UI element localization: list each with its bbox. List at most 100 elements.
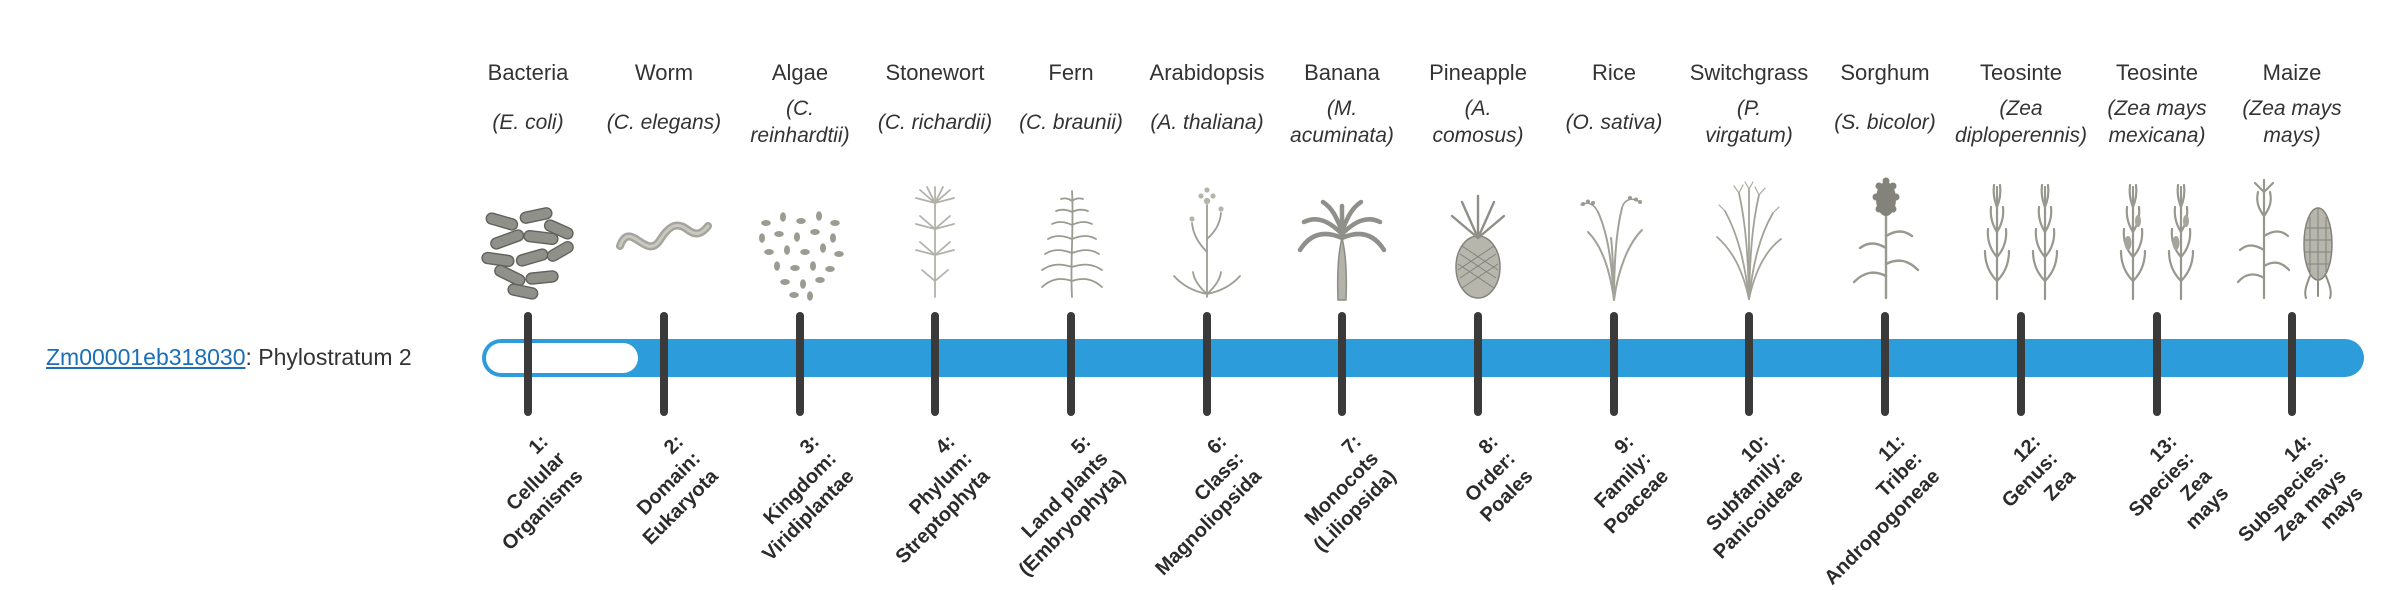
sci-line: (C. bbox=[786, 97, 814, 121]
organism-column-maize: Maize (Zea mays mays) bbox=[2217, 58, 2367, 302]
axis-label-7: 7: Monocots (Liliopsida) bbox=[1275, 430, 1402, 557]
axis-label-2: 2: Domain: Eukaryota bbox=[604, 430, 724, 550]
axis-label-14: 14: Subspecies: Zea mays mays bbox=[2217, 430, 2369, 582]
organism-scientific-name: (A. thaliana) bbox=[1132, 90, 1282, 156]
phylostratum-tick-8 bbox=[1474, 312, 1482, 416]
teosinte-icon bbox=[2082, 160, 2232, 302]
organism-common-name: Rice bbox=[1591, 60, 1636, 85]
organism-column-switchgrass: Switchgrass (P. virgatum) bbox=[1674, 58, 1824, 302]
organism-column-rice: Rice (O. sativa) bbox=[1539, 58, 1689, 302]
axis-label-9: 9: Family: Poaceae bbox=[1565, 430, 1674, 539]
phylostratum-tick-11 bbox=[1881, 312, 1889, 416]
maize-icon bbox=[2217, 160, 2367, 302]
sci-line: diploperennis) bbox=[1955, 124, 2087, 147]
phylostratum-tick-12 bbox=[2017, 312, 2025, 416]
gene-label: Zm00001eb318030: Phylostratum 2 bbox=[46, 344, 412, 371]
sci-line: (A. thaliana) bbox=[1150, 110, 1264, 134]
organism-column-fern: Fern (C. braunii) bbox=[996, 58, 1146, 302]
organism-scientific-name: (Zea diploperennis) bbox=[1946, 90, 2096, 156]
phylostratum-tick-13 bbox=[2153, 312, 2161, 416]
sci-line: (S. bicolor) bbox=[1834, 110, 1936, 134]
organism-scientific-name: (C. richardii) bbox=[860, 90, 1010, 156]
phylostratum-tick-1 bbox=[524, 312, 532, 416]
sci-line: (O. sativa) bbox=[1565, 110, 1663, 134]
organism-column-teosinte-mexicana: Teosinte (Zea mays mexicana) bbox=[2082, 58, 2232, 302]
sci-line: (C. elegans) bbox=[606, 110, 722, 134]
organism-common-name: Teosinte bbox=[1980, 60, 2062, 85]
organism-scientific-name: (M. acuminata) bbox=[1267, 90, 1417, 156]
sci-line: (Zea mays bbox=[2107, 97, 2207, 121]
organism-common-name: Arabidopsis bbox=[1149, 60, 1265, 85]
sci-line: virgatum) bbox=[1705, 124, 1793, 147]
organism-scientific-name: (C. elegans) bbox=[589, 90, 739, 156]
gene-id-link[interactable]: Zm00001eb318030 bbox=[46, 344, 246, 370]
sci-line: acuminata) bbox=[1290, 124, 1394, 147]
sci-line: (A. bbox=[1464, 97, 1492, 121]
banana-plant-icon bbox=[1267, 160, 1417, 302]
phylostratum-tick-3 bbox=[796, 312, 804, 416]
sci-line: (M. bbox=[1326, 97, 1358, 121]
phylostratum-tick-10 bbox=[1745, 312, 1753, 416]
axis-label-8: 8: Order: Poales bbox=[1440, 430, 1537, 527]
organism-common-name: Worm bbox=[634, 60, 694, 85]
organism-column-algae: Algae (C. reinhardtii) bbox=[725, 58, 875, 302]
sci-line: mays) bbox=[2263, 124, 2321, 147]
sci-line: mexicana) bbox=[2108, 124, 2206, 147]
pineapple-icon bbox=[1403, 160, 1553, 302]
phylostratum-bar bbox=[482, 339, 2364, 377]
phylostratum-tick-5 bbox=[1067, 312, 1075, 416]
organism-scientific-name: (C. reinhardtii) bbox=[725, 90, 875, 156]
axis-label-6: 6: Class: Magnoliopsida bbox=[1116, 430, 1267, 581]
axis-label-4: 4: Phylum: Streptophyta bbox=[856, 430, 995, 569]
sci-line: (C. richardii) bbox=[877, 110, 993, 134]
organism-common-name: Algae bbox=[771, 60, 829, 85]
organism-common-name: Sorghum bbox=[1840, 60, 1930, 85]
organism-scientific-name: (S. bicolor) bbox=[1810, 90, 1960, 156]
organism-scientific-name: (Zea mays mexicana) bbox=[2082, 90, 2232, 156]
sci-line: (E. coli) bbox=[492, 110, 564, 134]
sci-line: comosus) bbox=[1432, 124, 1524, 147]
organism-scientific-name: (P. virgatum) bbox=[1674, 90, 1824, 156]
organism-common-name: Banana bbox=[1304, 60, 1380, 85]
organism-scientific-name: (C. braunii) bbox=[996, 90, 1146, 156]
organism-column-sorghum: Sorghum (S. bicolor) bbox=[1810, 58, 1960, 302]
organism-column-pineapple: Pineapple (A. comosus) bbox=[1403, 58, 1553, 302]
algae-icon bbox=[725, 160, 875, 302]
organism-column-worm: Worm (C. elegans) bbox=[589, 58, 739, 302]
axis-label-10: 10: Subfamily: Panicoideae bbox=[1674, 430, 1808, 564]
sorghum-icon bbox=[1810, 160, 1960, 302]
organism-common-name: Bacteria bbox=[487, 60, 569, 85]
organism-scientific-name: (A. comosus) bbox=[1403, 90, 1553, 156]
phylostratum-bar-unfilled-segment bbox=[486, 343, 638, 373]
axis-label-13: 13: Species: Zea mays bbox=[2107, 430, 2234, 557]
axis-label-11: 11: Tribe: Andropogoneae bbox=[1785, 430, 1945, 590]
organism-common-name: Fern bbox=[1048, 60, 1094, 85]
organism-scientific-name: (Zea mays mays) bbox=[2217, 90, 2367, 156]
stonewort-icon bbox=[860, 160, 1010, 302]
sci-line: (Zea mays bbox=[2242, 97, 2342, 121]
organism-common-name: Stonewort bbox=[885, 60, 985, 85]
phylostratum-tick-14 bbox=[2288, 312, 2296, 416]
organism-common-name: Pineapple bbox=[1429, 60, 1527, 85]
organism-scientific-name: (O. sativa) bbox=[1539, 90, 1689, 156]
organism-column-bacteria: Bacteria (E. coli) bbox=[453, 58, 603, 302]
rice-icon bbox=[1539, 160, 1689, 302]
organism-common-name: Switchgrass bbox=[1689, 60, 1809, 85]
sci-line: (Zea bbox=[1999, 97, 2043, 121]
organism-column-banana: Banana (M. acuminata) bbox=[1267, 58, 1417, 302]
phylostratum-tick-2 bbox=[660, 312, 668, 416]
sci-line: reinhardtii) bbox=[750, 124, 850, 147]
phylostratum-tick-9 bbox=[1610, 312, 1618, 416]
teosinte-icon bbox=[1946, 160, 2096, 302]
organism-column-teosinte-diploperennis: Teosinte (Zea diploperennis) bbox=[1946, 58, 2096, 302]
gene-phylostratum-text: : Phylostratum 2 bbox=[245, 344, 412, 370]
phylostratum-tick-4 bbox=[931, 312, 939, 416]
phylostratum-tick-6 bbox=[1203, 312, 1211, 416]
sci-line: (P. bbox=[1736, 97, 1762, 121]
switchgrass-icon bbox=[1674, 160, 1824, 302]
axis-label-3: 3: Kingdom: Viridiplantae bbox=[723, 430, 859, 566]
sci-line: (C. braunii) bbox=[1019, 110, 1123, 134]
axis-label-12: 12: Genus: Zea bbox=[1980, 430, 2080, 530]
bacteria-icon bbox=[453, 160, 603, 302]
worm-icon bbox=[589, 160, 739, 302]
